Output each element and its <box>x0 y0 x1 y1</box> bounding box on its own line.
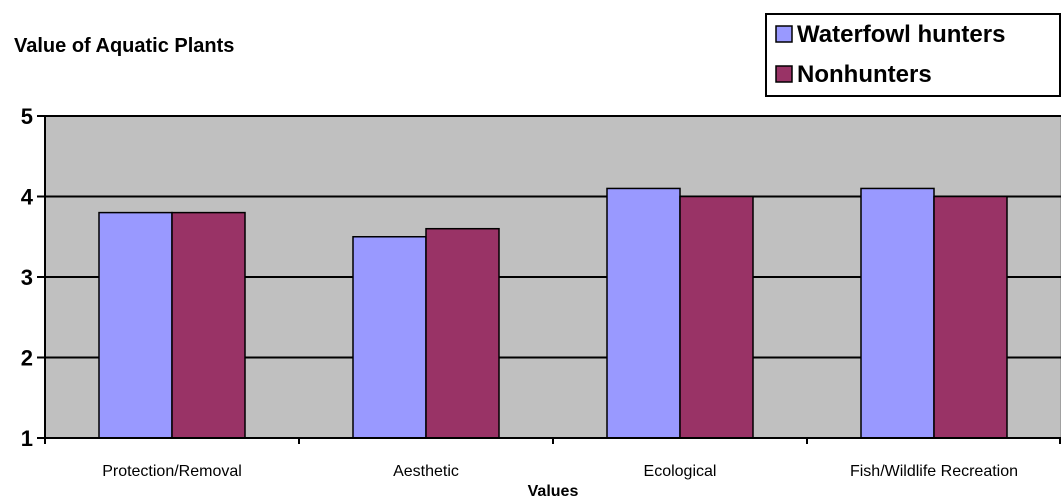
legend-swatch-waterfowl-hunters <box>775 25 793 43</box>
legend: Waterfowl hunters Nonhunters <box>765 13 1061 97</box>
legend-label-nonhunters: Nonhunters <box>797 61 932 88</box>
y-axis-ticks: 1 2 3 4 5 <box>21 104 45 451</box>
bar-nonhunters-2 <box>679 195 754 439</box>
y-tick-label: 2 <box>21 346 33 371</box>
y-tick-label: 5 <box>21 104 33 129</box>
y-tick-label: 1 <box>21 426 33 451</box>
y-tick-label: 4 <box>21 185 34 210</box>
bar-nonhunters-0 <box>171 211 246 439</box>
y-tick-label: 3 <box>21 265 33 290</box>
x-category-label: Fish/Wildlife Recreation <box>850 463 1018 480</box>
bar-waterfowl-hunters-0 <box>98 211 173 439</box>
legend-swatch-nonhunters <box>775 65 793 83</box>
x-category-label: Protection/Removal <box>102 463 242 480</box>
legend-label-waterfowl-hunters: Waterfowl hunters <box>797 21 1005 48</box>
bar-waterfowl-hunters-2 <box>606 187 681 439</box>
bar-waterfowl-hunters-3 <box>860 187 935 439</box>
x-category-label: Ecological <box>644 463 717 480</box>
bar-nonhunters-3 <box>933 195 1008 439</box>
bar-waterfowl-hunters-1 <box>352 236 427 439</box>
chart-title: Value of Aquatic Plants <box>14 35 234 57</box>
x-axis-categories: Protection/Removal Aesthetic Ecological Fis… <box>44 438 1061 480</box>
x-category-label: Aesthetic <box>393 463 459 480</box>
legend-box <box>765 13 1061 97</box>
x-axis-label: Values <box>528 483 579 500</box>
bar-nonhunters-1 <box>425 227 500 439</box>
bars <box>98 187 1008 439</box>
